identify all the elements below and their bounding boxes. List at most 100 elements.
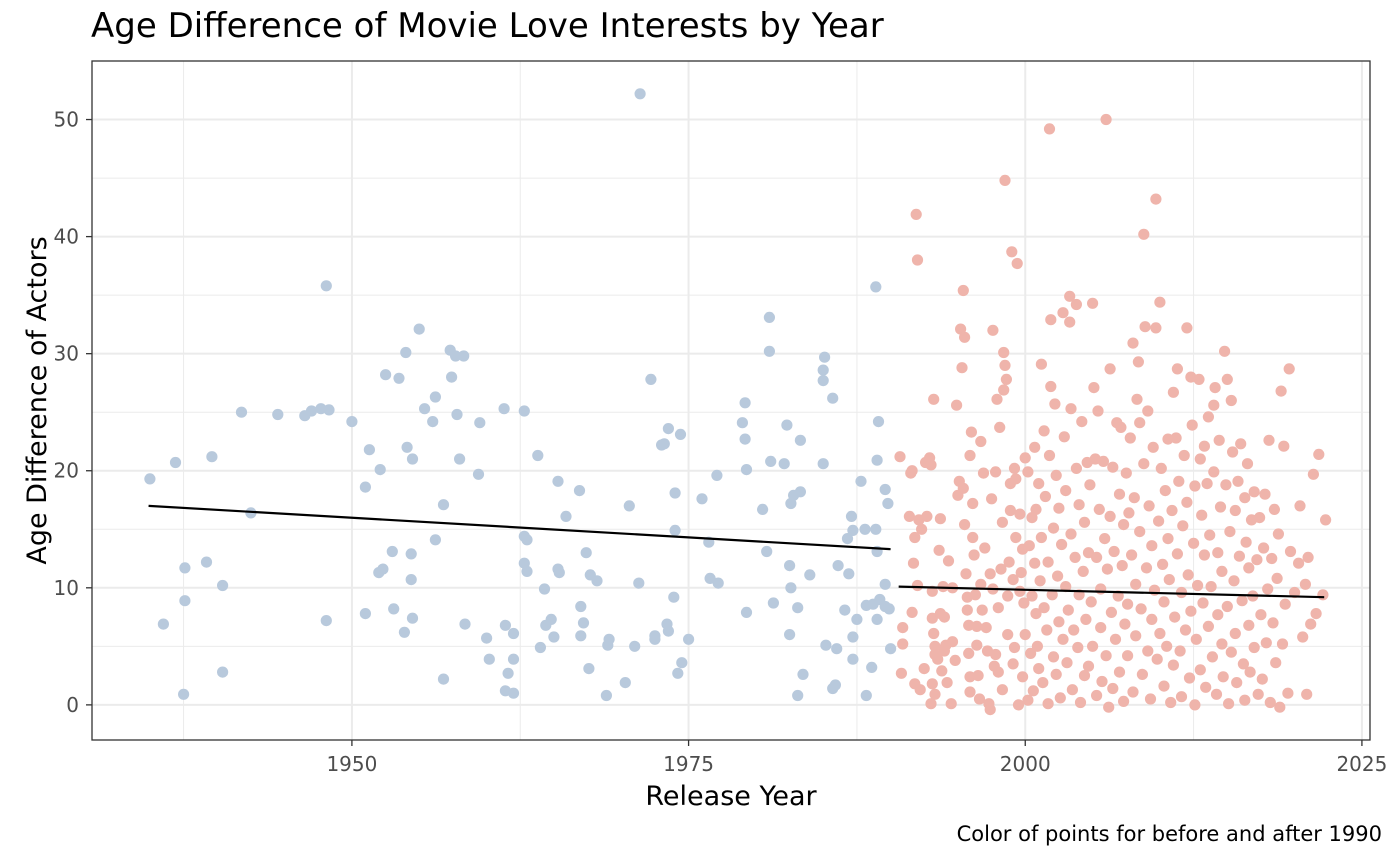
data-point <box>1096 675 1108 688</box>
data-point <box>817 375 829 387</box>
data-point <box>839 604 851 616</box>
data-point <box>1061 657 1073 669</box>
data-point <box>1091 689 1103 702</box>
data-point <box>781 419 793 431</box>
data-point <box>916 523 928 535</box>
data-point <box>859 523 871 535</box>
data-point <box>712 577 724 589</box>
data-point <box>1030 503 1042 515</box>
data-point <box>911 254 924 266</box>
data-point <box>1263 434 1275 446</box>
data-point <box>855 475 867 487</box>
data-point <box>1175 691 1188 703</box>
data-point <box>1103 701 1115 713</box>
data-point <box>1153 515 1165 527</box>
data-point <box>1302 551 1314 564</box>
data-point <box>1185 605 1197 617</box>
data-point <box>472 468 485 480</box>
data-point <box>1248 641 1260 654</box>
data-point <box>1029 441 1041 453</box>
data-point <box>1047 522 1060 534</box>
data-point <box>964 686 976 698</box>
data-point <box>419 403 431 415</box>
data-point <box>1278 440 1290 452</box>
data-point <box>870 523 882 535</box>
data-point <box>1037 677 1049 689</box>
data-point <box>843 568 855 580</box>
data-point <box>1212 609 1224 621</box>
data-point <box>1194 664 1206 676</box>
data-point <box>1120 467 1132 479</box>
data-point <box>1301 688 1313 700</box>
data-point <box>1166 504 1178 517</box>
data-point <box>921 510 933 522</box>
data-point <box>1177 520 1189 532</box>
data-point <box>1008 462 1021 474</box>
data-point <box>1181 496 1193 508</box>
data-point <box>1119 618 1131 630</box>
data-point <box>1131 393 1143 405</box>
data-point <box>674 428 687 440</box>
data-point <box>603 633 615 645</box>
y-axis-title: Age Difference of Actors <box>22 236 53 564</box>
data-point <box>507 653 520 665</box>
data-point <box>1317 589 1329 601</box>
data-point <box>1157 558 1169 571</box>
data-point <box>1035 358 1047 370</box>
data-point <box>1219 345 1231 357</box>
data-point <box>1147 441 1159 453</box>
data-point <box>885 643 897 655</box>
data-point <box>1201 478 1213 490</box>
trend-line <box>898 585 1325 599</box>
data-point <box>1313 448 1325 460</box>
data-point <box>1033 663 1045 675</box>
data-point <box>1279 598 1291 610</box>
data-point <box>437 673 450 685</box>
data-point <box>1151 653 1163 665</box>
data-point <box>1284 545 1297 558</box>
data-point <box>1118 695 1130 708</box>
data-point <box>1118 519 1130 531</box>
data-point <box>998 346 1010 359</box>
data-point <box>1163 574 1175 586</box>
data-point <box>1078 670 1091 682</box>
data-point <box>1142 405 1154 417</box>
data-point <box>797 668 809 681</box>
data-point <box>1038 602 1050 614</box>
data-point <box>831 643 843 655</box>
data-point <box>907 557 920 569</box>
data-point <box>481 632 493 644</box>
data-point <box>711 469 723 481</box>
data-point <box>1004 504 1017 517</box>
data-point <box>662 423 675 435</box>
data-point <box>704 572 716 585</box>
data-point <box>784 629 796 641</box>
data-point <box>450 350 462 362</box>
y-tick-label: 0 <box>66 693 79 717</box>
data-point <box>1126 549 1138 561</box>
data-point <box>883 603 895 615</box>
data-point <box>1115 421 1127 433</box>
data-point <box>1262 583 1274 595</box>
data-point <box>957 284 969 297</box>
data-point <box>946 636 959 648</box>
data-point <box>1060 485 1072 497</box>
data-point <box>911 579 924 592</box>
data-point <box>1128 492 1140 504</box>
data-point <box>400 346 412 359</box>
data-point <box>1077 565 1089 578</box>
data-point <box>736 417 749 429</box>
data-point <box>346 416 358 428</box>
data-point <box>785 582 797 594</box>
trend-lines <box>148 504 1325 599</box>
data-point <box>1216 638 1228 650</box>
data-point <box>1248 486 1260 498</box>
data-point <box>949 654 961 667</box>
data-point <box>1113 666 1126 678</box>
data-point <box>992 666 1004 678</box>
data-point <box>1122 598 1134 610</box>
data-point <box>633 577 645 589</box>
data-point <box>972 670 984 682</box>
data-point <box>847 524 859 537</box>
data-point <box>1043 449 1056 462</box>
